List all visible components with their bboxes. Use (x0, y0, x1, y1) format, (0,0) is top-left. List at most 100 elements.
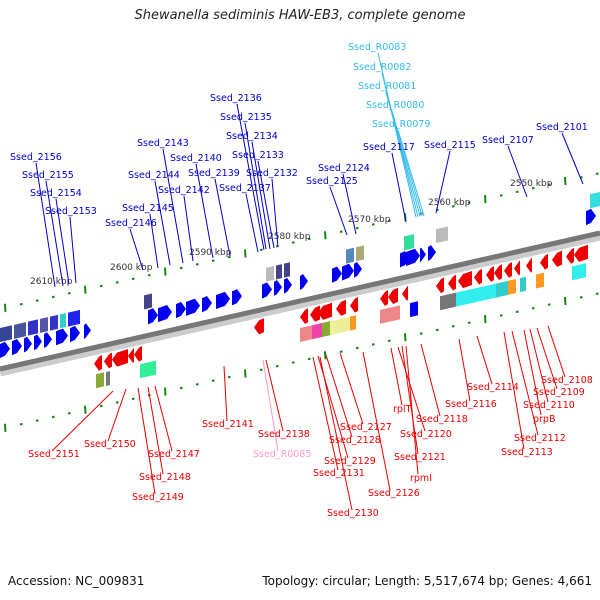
ruler-tick (499, 194, 503, 197)
leader-line (329, 186, 348, 236)
reverse-feature-block (496, 280, 508, 298)
ruler-tick (531, 306, 535, 310)
reverse-gene-arrow (94, 354, 102, 371)
ruler-labels: 2550 kbp 2560 kbp 2570 kbp 2580 kbp 2590… (30, 179, 553, 287)
reverse-feature-block (350, 315, 356, 331)
ruler-tick (19, 302, 23, 306)
gene-label: Ssed_2134 (226, 131, 278, 142)
ruler-tick (179, 266, 183, 270)
ruler-tick (164, 387, 167, 396)
gene-label: Ssed_2140 (170, 153, 222, 164)
leader-line (223, 365, 228, 422)
forward-feature-block (346, 247, 354, 264)
ruler-tick (339, 350, 343, 354)
leader-line (420, 343, 441, 417)
reverse-gene-arrow (566, 247, 574, 264)
forward-gene-arrow (0, 341, 10, 358)
reverse-gene-arrow (540, 253, 548, 270)
gene-label: prpB (533, 414, 555, 425)
ruler-tick (291, 241, 295, 244)
leader-line (391, 110, 423, 217)
forward-gene-arrow (274, 280, 282, 296)
forward-gene-arrow (44, 332, 52, 349)
forward-gene-arrow (354, 261, 362, 278)
forward-feature-block (356, 245, 364, 262)
gene-label: Ssed_2148 (139, 472, 191, 483)
map-title: Shewanella sediminis HAW-EB3, complete g… (134, 8, 466, 23)
ruler-tick (467, 321, 471, 324)
gene-label: Ssed_2155 (22, 170, 74, 181)
forward-gene-arrow (84, 323, 91, 339)
reverse-feature-block (300, 325, 312, 342)
ruler-tick (227, 255, 231, 259)
gene-label: Ssed_2129 (324, 456, 376, 467)
ruler-tick (419, 332, 423, 335)
gene-label: Ssed_2121 (394, 452, 446, 463)
gene-label: Ssed_2142 (158, 185, 210, 196)
gene-label: Ssed_R0085 (253, 449, 311, 460)
ruler-tick (595, 172, 599, 175)
ruler-tick (19, 422, 23, 426)
leader-line (561, 132, 584, 185)
ruler-tick (547, 183, 551, 186)
leader-line (381, 72, 419, 218)
ruler-tick (164, 267, 167, 276)
leader-line (458, 338, 471, 402)
leader-line (195, 163, 214, 259)
ruler-label: 2600 kbp (110, 263, 153, 273)
reverse-gene-arrow (474, 268, 482, 285)
leader-line (51, 390, 114, 452)
gene-label: Ssed_2138 (258, 429, 310, 440)
leader-line (257, 160, 275, 249)
gene-label: Ssed_2141 (202, 419, 254, 430)
forward-gene-arrow (406, 248, 420, 266)
ruler-tick (547, 303, 551, 306)
leader-line (397, 129, 425, 217)
ruler-tick (467, 201, 471, 204)
ruler-tick (84, 405, 87, 414)
leader-line (325, 354, 353, 438)
reverse-feature-block (446, 292, 456, 309)
leader-line (137, 387, 156, 495)
reverse-feature-block (456, 283, 496, 307)
ruler-tick (324, 351, 327, 360)
gene-label: Ssed_2109 (533, 387, 585, 398)
forward-feature-block (0, 325, 12, 342)
leader-line (362, 351, 391, 491)
gene-label: Ssed_2114 (467, 382, 519, 393)
leader-line (312, 356, 339, 471)
gene-label: Ssed_2147 (148, 449, 200, 460)
reverse-gene-arrow (336, 299, 346, 316)
leader-line (405, 345, 419, 475)
reverse-gene-arrow (318, 302, 332, 320)
gene-features (0, 192, 600, 389)
ruler-tick (515, 310, 519, 314)
gene-label: Ssed_2156 (10, 152, 62, 163)
ruler-tick (435, 328, 439, 332)
gene-label: Ssed_2136 (210, 93, 262, 104)
reverse-gene-arrow (254, 318, 264, 335)
gene-label: Ssed_2154 (30, 188, 82, 199)
gene-label: rpmI (410, 473, 432, 484)
ruler-tick (4, 303, 7, 312)
reverse-gene-arrow (574, 244, 588, 262)
gene-label: Ssed_R0080 (366, 100, 424, 111)
gene-label: Ssed_2110 (523, 400, 575, 411)
gene-label: Ssed_2107 (482, 135, 534, 146)
gene-label: Ssed_2143 (137, 138, 189, 149)
ruler-tick (115, 281, 119, 284)
gene-label: Ssed_2124 (318, 163, 370, 174)
leader-line (319, 356, 353, 511)
reverse-gene-arrow (350, 296, 358, 313)
forward-gene-arrow (148, 308, 158, 325)
gene-labels: Ssed_2156 Ssed_2155 Ssed_2154 Ssed_2153 Ssed… (10, 42, 593, 519)
ruler-tick (259, 368, 263, 372)
leader-line (523, 329, 542, 416)
forward-gene-arrow (428, 245, 436, 261)
backbone (0, 230, 600, 377)
forward-gene-arrow (24, 336, 32, 353)
reverse-gene-arrow (458, 271, 472, 289)
gene-label: Ssed_2126 (368, 488, 420, 499)
leader-line (511, 330, 539, 436)
reverse-gene-arrow (112, 348, 128, 367)
